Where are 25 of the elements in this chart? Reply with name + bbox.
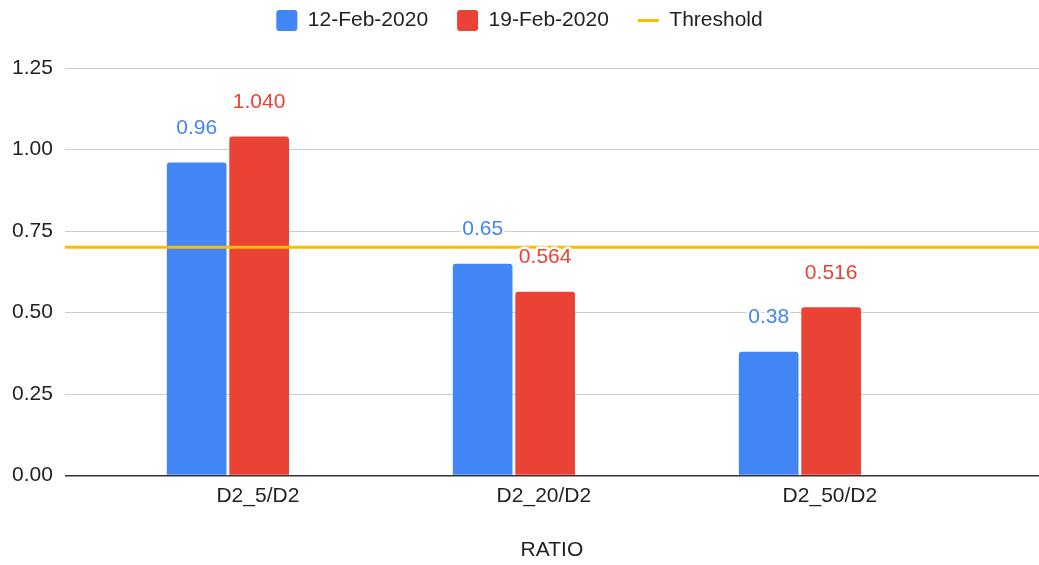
y-tick-label: 0.75 — [12, 217, 53, 241]
data-label: 0.516 — [804, 260, 858, 284]
x-axis-title: RATIO — [520, 537, 584, 561]
data-label: 0.564 — [518, 244, 572, 268]
data-label: 0.65 — [462, 216, 504, 240]
legend-label: 19-Feb-2020 — [488, 7, 609, 31]
bar — [801, 307, 861, 475]
x-tick-label: D2_50/D2 — [782, 483, 878, 507]
bar — [166, 162, 227, 475]
data-label: 0.96 — [176, 115, 218, 139]
x-tick-label: D2_20/D2 — [496, 483, 592, 507]
bar — [229, 136, 289, 475]
legend-label: Threshold — [669, 7, 763, 31]
data-label: 0.38 — [748, 304, 790, 328]
data-label: 1.040 — [232, 89, 286, 113]
bar — [738, 351, 799, 475]
y-tick-label: 0.00 — [12, 462, 53, 486]
y-tick-label: 0.25 — [12, 380, 53, 404]
bar — [452, 263, 513, 475]
legend-label: 12-Feb-2020 — [307, 7, 429, 31]
y-tick-label: 1.00 — [12, 136, 53, 160]
y-tick-label: 1.25 — [12, 54, 53, 78]
y-tick-label: 0.50 — [12, 299, 53, 323]
bar — [515, 291, 575, 475]
x-tick-label: D2_5/D2 — [216, 483, 300, 507]
